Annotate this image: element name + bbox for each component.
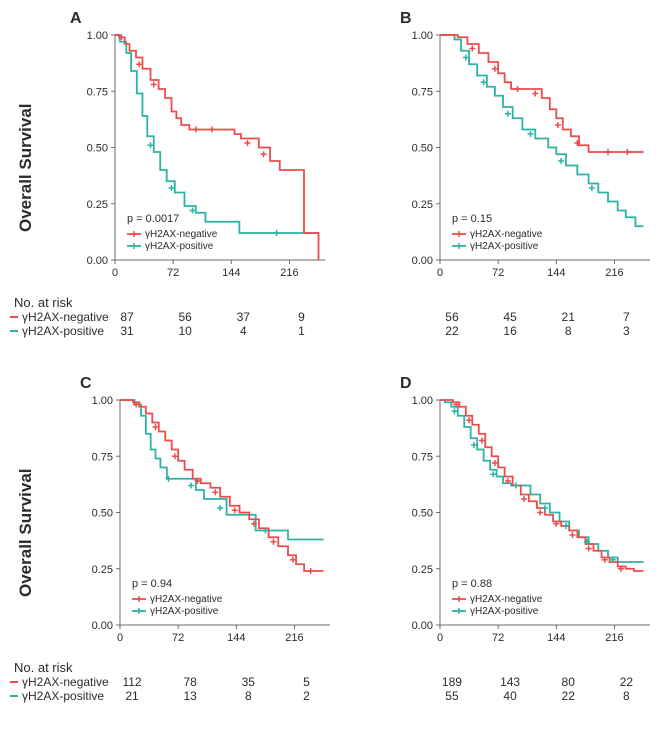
- svg-text:144: 144: [547, 632, 565, 644]
- risk-nums-d-pos: 5540228: [416, 689, 656, 703]
- svg-text:144: 144: [222, 267, 240, 279]
- svg-text:p = 0.15: p = 0.15: [452, 213, 492, 225]
- svg-text:72: 72: [492, 632, 504, 644]
- svg-text:216: 216: [280, 267, 298, 279]
- svg-text:0.25: 0.25: [87, 199, 108, 211]
- svg-text:γH2AX-negative: γH2AX-negative: [470, 594, 543, 605]
- panel-letter-a: A: [70, 10, 82, 28]
- risk-nums-a-pos: 311041: [127, 324, 331, 338]
- risk-tick-neg-icon-2: [10, 681, 18, 683]
- svg-text:γH2AX-negative: γH2AX-negative: [470, 229, 543, 240]
- svg-text:0.00: 0.00: [87, 255, 108, 267]
- svg-text:0: 0: [112, 267, 118, 279]
- svg-text:0.75: 0.75: [412, 86, 433, 98]
- panel-letter-c: C: [80, 375, 92, 393]
- svg-text:γH2AX-positive: γH2AX-positive: [470, 606, 539, 617]
- svg-text:72: 72: [492, 267, 504, 279]
- svg-text:0: 0: [437, 267, 443, 279]
- svg-text:144: 144: [547, 267, 565, 279]
- svg-text:72: 72: [172, 632, 184, 644]
- chart-a: 0.00 0.25 0.50 0.75 1.00 0 72 144 216 p = 0.0017 γ…: [75, 30, 335, 290]
- svg-text:0.75: 0.75: [92, 451, 113, 463]
- svg-text:1.00: 1.00: [412, 395, 433, 407]
- risk-nums-a-neg: 8756379: [127, 310, 331, 324]
- risk-title-2: No. at risk: [14, 660, 660, 675]
- panel-letter-b: B: [400, 10, 412, 28]
- risk-tick-pos-icon-2: [10, 695, 18, 697]
- chart-c: 0.00 0.25 0.50 0.75 1.00 0 72 144 216 p = 0.94 γH2…: [80, 395, 340, 655]
- svg-text:0.50: 0.50: [412, 143, 433, 155]
- svg-text:γH2AX-positive: γH2AX-positive: [470, 241, 539, 252]
- svg-text:γH2AX-negative: γH2AX-negative: [150, 594, 223, 605]
- risk-nums-c-neg: 11278355: [127, 675, 336, 689]
- risk-tick-pos-icon: [10, 330, 18, 332]
- svg-text:0.25: 0.25: [412, 199, 433, 211]
- risk-nums-b-neg: 5645217: [411, 310, 656, 324]
- ylabel-row2: Overall Survival: [16, 468, 36, 597]
- svg-text:0: 0: [117, 632, 123, 644]
- risk-title-1: No. at risk: [14, 295, 660, 310]
- svg-text:0.75: 0.75: [412, 451, 433, 463]
- svg-text:0: 0: [437, 632, 443, 644]
- svg-text:p = 0.88: p = 0.88: [452, 578, 492, 590]
- svg-text:1.00: 1.00: [412, 30, 433, 42]
- svg-text:0.00: 0.00: [92, 620, 113, 632]
- svg-text:γH2AX-negative: γH2AX-negative: [145, 229, 218, 240]
- risk-nums-b-pos: 221683: [411, 324, 656, 338]
- chart-b: 0.00 0.25 0.50 0.75 1.00 0 72 144 216 p = 0.15 γH2…: [400, 30, 660, 290]
- svg-text:0.00: 0.00: [412, 620, 433, 632]
- svg-text:0.50: 0.50: [87, 143, 108, 155]
- svg-text:216: 216: [285, 632, 303, 644]
- svg-text:p = 0.94: p = 0.94: [132, 578, 172, 590]
- risk-nums-d-neg: 1891438022: [416, 675, 656, 689]
- svg-text:0.50: 0.50: [412, 508, 433, 520]
- svg-text:216: 216: [605, 267, 623, 279]
- risk-tick-neg-icon: [10, 316, 18, 318]
- svg-text:1.00: 1.00: [87, 30, 108, 42]
- risk-nums-c-pos: 211382: [127, 689, 336, 703]
- svg-text:0.25: 0.25: [412, 564, 433, 576]
- svg-text:0.00: 0.00: [412, 255, 433, 267]
- svg-text:0.50: 0.50: [92, 508, 113, 520]
- svg-text:p = 0.0017: p = 0.0017: [127, 213, 179, 225]
- svg-text:216: 216: [605, 632, 623, 644]
- ylabel-row1: Overall Survival: [16, 103, 36, 232]
- chart-d: 0.00 0.25 0.50 0.75 1.00 0 72 144 216 p = 0.88 γH2…: [400, 395, 660, 655]
- svg-text:0.75: 0.75: [87, 86, 108, 98]
- svg-text:144: 144: [227, 632, 245, 644]
- svg-text:γH2AX-positive: γH2AX-positive: [145, 241, 214, 252]
- svg-text:1.00: 1.00: [92, 395, 113, 407]
- panel-letter-d: D: [400, 375, 412, 393]
- svg-text:72: 72: [167, 267, 179, 279]
- svg-text:0.25: 0.25: [92, 564, 113, 576]
- svg-text:γH2AX-positive: γH2AX-positive: [150, 606, 219, 617]
